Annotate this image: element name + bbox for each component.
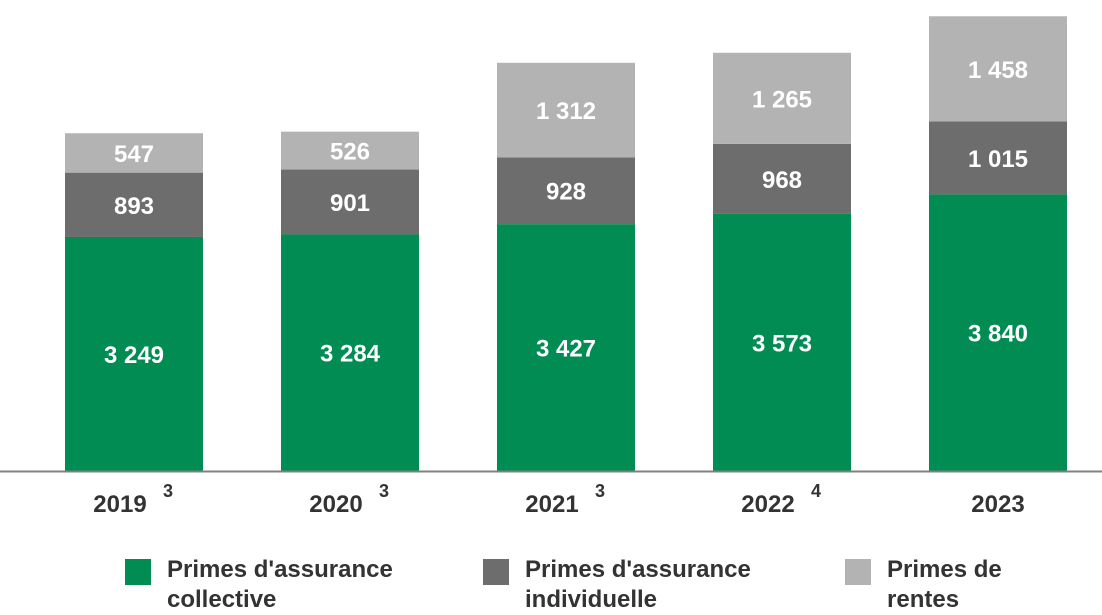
bar-segment-2023-s0 xyxy=(929,194,1067,471)
x-tick-label-2023: 2023 xyxy=(971,491,1024,518)
bar-segment-2022-s1 xyxy=(713,143,851,214)
data-label-2021-s0: 3 427 xyxy=(536,336,596,363)
x-tick-footnote-2019: 3 xyxy=(163,481,173,501)
data-label-2020-s2: 526 xyxy=(330,139,370,166)
data-label-2019-s1: 893 xyxy=(114,193,154,220)
legend: Primes d'assurance collective Primes d'a… xyxy=(0,555,1102,615)
data-label-2022-s2: 1 265 xyxy=(752,86,812,113)
bar-segment-2020-s1 xyxy=(281,169,419,235)
bar-segment-2019-s0 xyxy=(65,236,203,471)
x-tick-footnote-2021: 3 xyxy=(595,481,605,501)
data-label-2022-s0: 3 573 xyxy=(752,330,812,357)
bar-segment-2023-s2 xyxy=(929,16,1067,122)
bar-segment-2019-s1 xyxy=(65,172,203,237)
bar-segment-2019-s2 xyxy=(65,133,203,173)
legend-label-collective: Primes d'assurance collective xyxy=(167,556,393,613)
x-tick-footnote-2022: 4 xyxy=(811,481,821,501)
bar-segment-2021-s0 xyxy=(497,224,635,471)
legend-label-individuelle: Primes d'assurance individuelle xyxy=(525,556,751,613)
data-label-2019-s0: 3 249 xyxy=(104,342,164,369)
data-label-2021-s1: 928 xyxy=(546,179,586,206)
x-tick-label-2022: 2022 xyxy=(741,491,794,518)
data-label-2023-s1: 1 015 xyxy=(968,146,1028,173)
data-label-2022-s1: 968 xyxy=(762,167,802,194)
legend-item-rentes: Primes de rentes xyxy=(845,555,1037,615)
x-tick-label-2020: 2020 xyxy=(309,491,362,518)
data-label-2020-s1: 901 xyxy=(330,190,370,217)
legend-swatch-collective xyxy=(125,559,151,585)
x-tick-footnote-2020: 3 xyxy=(379,481,389,501)
legend-swatch-rentes xyxy=(845,559,871,585)
legend-label-rentes: Primes de rentes xyxy=(887,556,1002,613)
x-tick-label-2019: 2019 xyxy=(93,491,146,518)
data-label-2023-s0: 3 840 xyxy=(968,321,1028,348)
stacked-bar-chart: 3 249 893 547 2019 3 3 284 901 526 2020 3 3 427 928… xyxy=(0,16,1102,518)
bar-segment-2021-s1 xyxy=(497,157,635,225)
data-label-2021-s2: 1 312 xyxy=(536,98,596,125)
bar-segment-2022-s2 xyxy=(713,52,851,144)
bar-segment-2020-s0 xyxy=(281,234,419,471)
legend-swatch-individuelle xyxy=(483,559,509,585)
bar-segment-2020-s2 xyxy=(281,131,419,170)
data-label-2019-s2: 547 xyxy=(114,141,154,168)
data-label-2023-s2: 1 458 xyxy=(968,57,1028,84)
bar-segment-2021-s2 xyxy=(497,62,635,158)
legend-item-collective: Primes d'assurance collective xyxy=(125,555,437,615)
bar-segment-2023-s1 xyxy=(929,121,1067,195)
bar-segment-2022-s0 xyxy=(713,213,851,472)
legend-item-individuelle: Primes d'assurance individuelle xyxy=(483,555,795,615)
data-label-2020-s0: 3 284 xyxy=(320,341,381,368)
x-tick-label-2021: 2021 xyxy=(525,491,578,518)
